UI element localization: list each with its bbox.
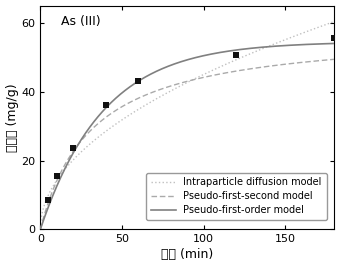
Pseudo-first-second model bbox=[325, 58, 329, 61]
Intraparticle diffusion model bbox=[333, 20, 337, 23]
Point bbox=[136, 79, 141, 84]
Line: Intraparticle diffusion model: Intraparticle diffusion model bbox=[40, 21, 335, 228]
Point bbox=[70, 146, 76, 151]
Pseudo-first-order model bbox=[198, 55, 202, 58]
Intraparticle diffusion model bbox=[325, 22, 329, 26]
Y-axis label: 吸附量 (mg/g): 吸附量 (mg/g) bbox=[5, 83, 19, 152]
Pseudo-first-order model bbox=[213, 52, 217, 55]
Line: Pseudo-first-second model: Pseudo-first-second model bbox=[40, 59, 335, 229]
Pseudo-first-order model bbox=[178, 60, 182, 64]
X-axis label: 时间 (min): 时间 (min) bbox=[161, 249, 214, 261]
Line: Pseudo-first-order model: Pseudo-first-order model bbox=[40, 44, 335, 229]
Pseudo-first-second model bbox=[178, 82, 182, 85]
Pseudo-first-second model bbox=[279, 63, 284, 66]
Pseudo-first-second model bbox=[333, 58, 337, 61]
Text: As (III): As (III) bbox=[61, 14, 101, 28]
Point bbox=[234, 53, 239, 58]
Point bbox=[332, 36, 337, 40]
Point bbox=[103, 103, 108, 108]
Pseudo-first-order model bbox=[333, 42, 337, 45]
Pseudo-first-order model bbox=[279, 44, 284, 47]
Legend: Intraparticle diffusion model, Pseudo-first-second model, Pseudo-first-order mod: Intraparticle diffusion model, Pseudo-fi… bbox=[147, 172, 327, 220]
Pseudo-first-order model bbox=[180, 60, 184, 63]
Pseudo-first-second model bbox=[213, 73, 217, 76]
Intraparticle diffusion model bbox=[213, 67, 217, 70]
Pseudo-first-order model bbox=[38, 228, 42, 231]
Pseudo-first-order model bbox=[325, 42, 329, 45]
Point bbox=[54, 174, 60, 178]
Pseudo-first-second model bbox=[38, 228, 42, 231]
Pseudo-first-second model bbox=[180, 81, 184, 84]
Intraparticle diffusion model bbox=[178, 85, 182, 88]
Intraparticle diffusion model bbox=[38, 226, 42, 229]
Intraparticle diffusion model bbox=[279, 40, 284, 43]
Intraparticle diffusion model bbox=[198, 75, 202, 78]
Point bbox=[46, 198, 51, 202]
Pseudo-first-second model bbox=[198, 77, 202, 80]
Intraparticle diffusion model bbox=[180, 84, 184, 87]
